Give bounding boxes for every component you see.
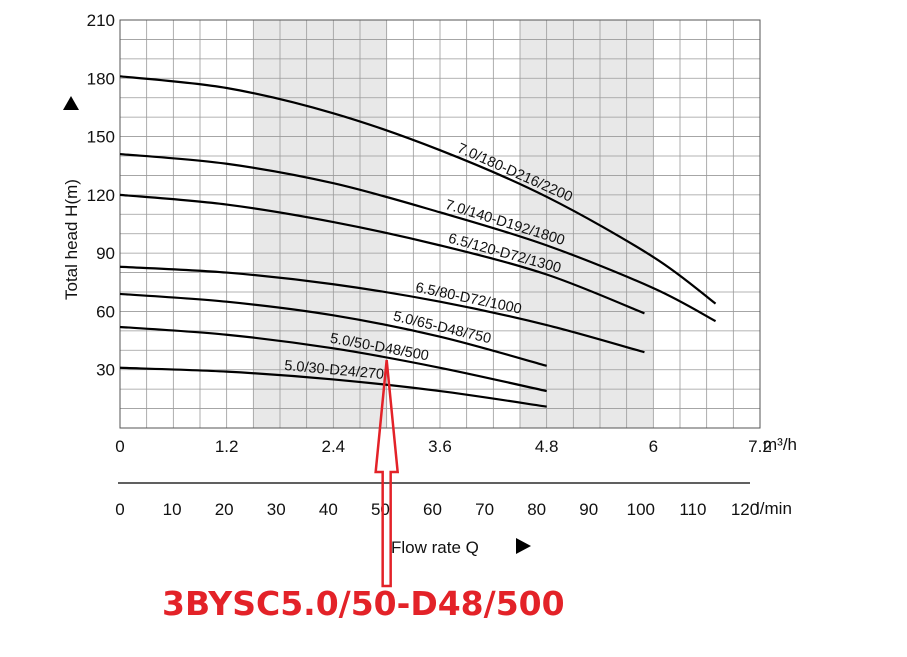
performance-curve <box>119 325 547 393</box>
y-axis-title: Total head H(m) <box>62 179 81 300</box>
performance-curve <box>119 152 717 323</box>
shaded-bands <box>253 20 654 428</box>
x-tick-label-m3h: 0 <box>115 437 124 456</box>
x-tick-label-lmin: 40 <box>319 500 338 519</box>
x-tick-label-lmin: 90 <box>579 500 598 519</box>
highlighted-model: 3BYSC5.0/50-D48/500 <box>162 584 565 623</box>
y-tick-label: 210 <box>87 11 115 30</box>
x-tick-label-lmin: 110 <box>679 500 706 519</box>
performance-curve <box>119 366 547 408</box>
x-tick-label-lmin: 60 <box>423 500 442 519</box>
x-tick-label-m3h: 6 <box>649 437 658 456</box>
x-tick-label-lmin: 70 <box>475 500 494 519</box>
x-tick-label-lmin: 30 <box>267 500 286 519</box>
y-tick-label: 180 <box>87 69 115 88</box>
y-tick-label: 30 <box>96 361 115 380</box>
x-tick-label-lmin: 80 <box>527 500 546 519</box>
shaded-band <box>520 20 654 428</box>
y-tick-label: 60 <box>96 302 115 321</box>
performance-curve <box>119 75 717 305</box>
x-tick-label-lmin: 120 <box>731 500 759 519</box>
plot-frame <box>119 19 761 429</box>
x-tick-label-lmin: 0 <box>115 500 124 519</box>
performance-curve <box>119 265 645 354</box>
triangle-right-icon <box>516 538 531 554</box>
y-tick-labels: 30 60 90 120 150 180 210 <box>87 11 115 380</box>
grid <box>119 19 761 429</box>
performance-curve <box>119 292 547 367</box>
red-up-arrow-icon <box>374 359 400 588</box>
x-tick-label-m3h: 4.8 <box>535 437 559 456</box>
x-tick-labels-m3h: 0 1.2 2.4 3.6 4.8 6 7.2 <box>115 437 772 456</box>
x-axis-title: Flow rate Q <box>391 538 479 557</box>
x-tick-label-m3h: 2.4 <box>322 437 346 456</box>
curve-label: 5.0/65-D48/750 <box>392 309 493 348</box>
y-tick-label: 150 <box>87 128 115 147</box>
shaded-band <box>253 20 387 428</box>
x-tick-label-m3h: 3.6 <box>428 437 452 456</box>
y-tick-label: 90 <box>96 244 115 263</box>
x-tick-label-lmin: 10 <box>163 500 182 519</box>
x-tick-label-lmin: 50 <box>371 500 390 519</box>
red-arrow-outline <box>374 359 400 588</box>
y-tick-label: 120 <box>87 186 115 205</box>
x-tick-label-m3h: 1.2 <box>215 437 239 456</box>
performance-curve <box>119 193 645 315</box>
x-tick-labels-lmin: 0 10 20 30 40 50 60 70 80 90 100 110 120 <box>115 500 759 519</box>
performance-curves <box>119 75 717 408</box>
x-axis-unit-lmin: l/min <box>756 499 792 518</box>
triangle-up-icon <box>63 96 79 110</box>
x-tick-label-lmin: 20 <box>215 500 234 519</box>
x-tick-label-m3h: 7.2 <box>748 437 772 456</box>
x-axis-unit-m3h: m³/h <box>763 435 797 454</box>
curve-label: 6.5/80-D72/1000 <box>414 280 523 318</box>
x-tick-label-lmin: 100 <box>627 500 655 519</box>
